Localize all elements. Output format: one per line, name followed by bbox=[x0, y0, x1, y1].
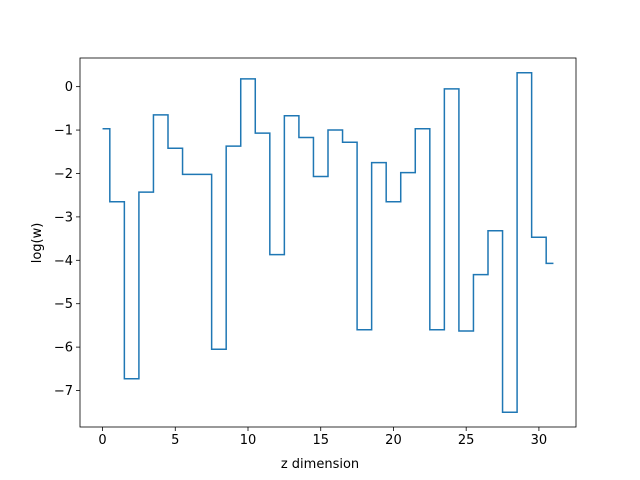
x-tick-label: 30 bbox=[531, 433, 548, 448]
x-tick-label: 20 bbox=[385, 433, 402, 448]
x-tick-label: 0 bbox=[98, 433, 106, 448]
x-tick-label: 10 bbox=[240, 433, 257, 448]
y-tick-label: 0 bbox=[65, 80, 73, 95]
y-tick-label: −6 bbox=[54, 341, 73, 356]
x-tick-label: 5 bbox=[171, 433, 179, 448]
x-tick-label: 15 bbox=[312, 433, 329, 448]
y-tick-label: −4 bbox=[54, 254, 73, 269]
series-step-line bbox=[102, 72, 554, 413]
y-tick-label: −2 bbox=[54, 167, 73, 182]
y-tick-label: −5 bbox=[54, 297, 73, 312]
x-tick-label: 25 bbox=[458, 433, 475, 448]
y-tick-label: −7 bbox=[54, 384, 73, 399]
y-tick-label: −1 bbox=[54, 124, 73, 139]
y-axis-label: log(w) bbox=[30, 223, 45, 264]
axes-frame bbox=[79, 57, 577, 428]
y-tick-label: −3 bbox=[54, 210, 73, 225]
x-axis-label: z dimension bbox=[281, 457, 359, 472]
